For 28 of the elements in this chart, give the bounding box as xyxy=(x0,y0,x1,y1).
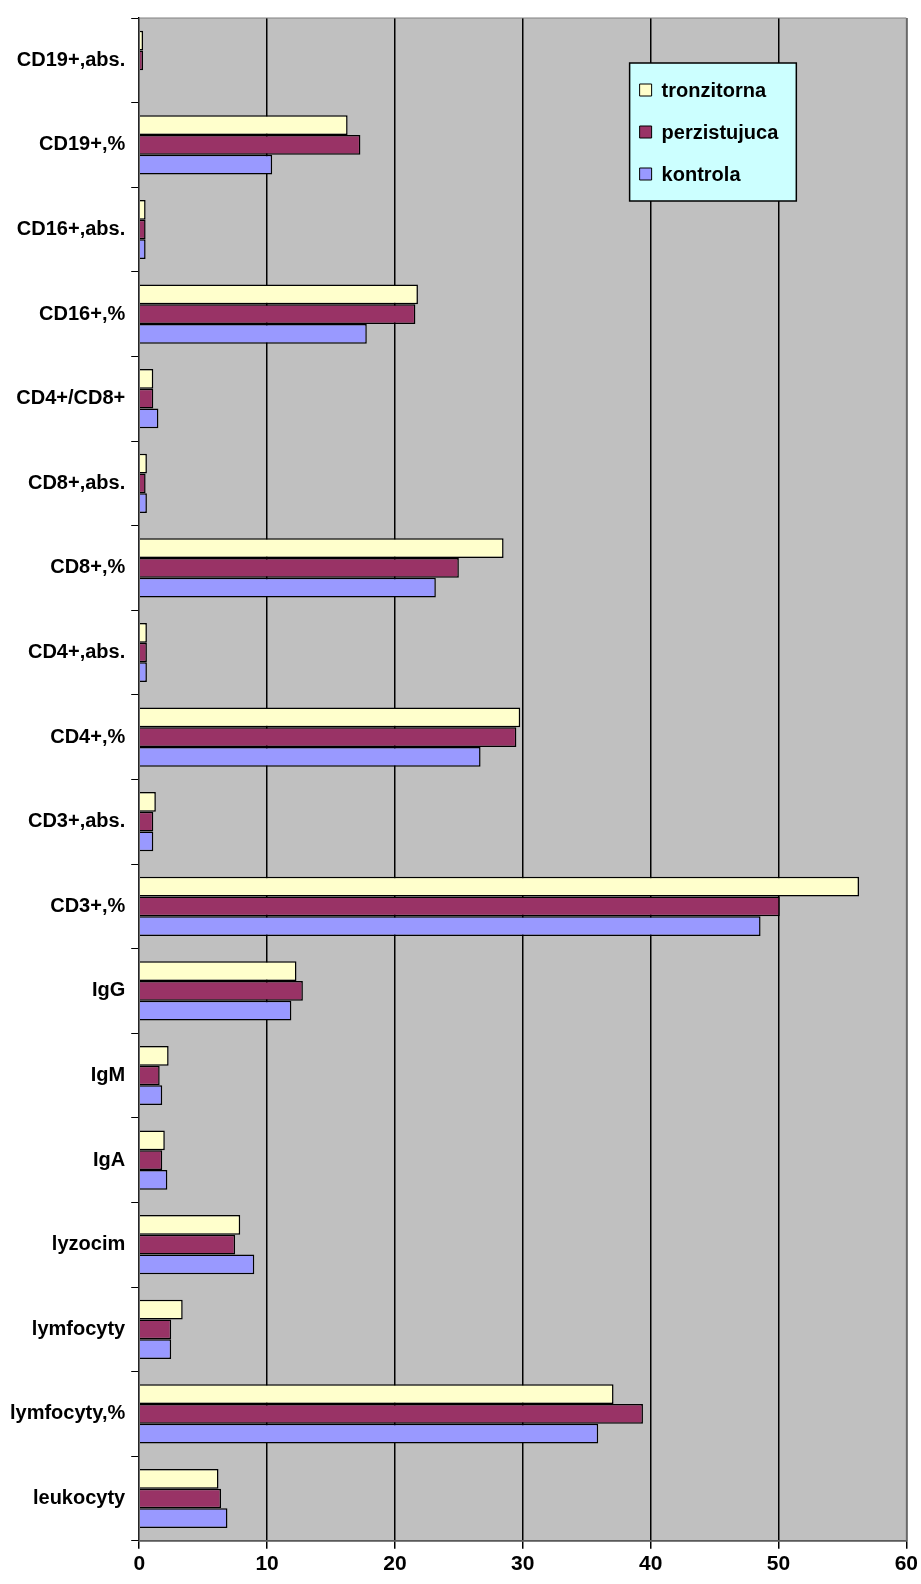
y-tick-label: CD16+,abs. xyxy=(16,217,126,240)
y-tick-label: IgM xyxy=(90,1063,126,1086)
y-tick-label: CD3+,abs. xyxy=(27,809,126,832)
legend-label: perzistujuca xyxy=(661,120,780,143)
y-tick-label: CD19+,% xyxy=(39,132,126,155)
x-tick-label: 20 xyxy=(383,1551,407,1575)
y-tick-label: CD8+,abs. xyxy=(27,470,126,493)
legend-label: kontrola xyxy=(661,162,742,185)
x-tick-label: 0 xyxy=(133,1551,146,1575)
y-tick-label: lymfocyty xyxy=(31,1316,127,1339)
y-tick-label: CD8+,% xyxy=(50,555,126,578)
x-tick-label: 40 xyxy=(638,1551,663,1575)
y-tick-label: IgA xyxy=(93,1147,126,1170)
y-tick-label: lymfocyty,% xyxy=(9,1401,126,1424)
y-tick-label: CD16+,% xyxy=(39,301,126,324)
y-tick-label: lyzocim xyxy=(51,1232,126,1255)
x-tick-label: 50 xyxy=(766,1551,791,1575)
y-tick-label: CD4+/CD8+ xyxy=(16,386,126,409)
y-tick-label: leukocyty xyxy=(32,1486,127,1509)
y-tick-label: CD19+,abs. xyxy=(16,47,126,70)
y-tick-label: CD3+,% xyxy=(50,893,126,916)
x-tick-label: 30 xyxy=(511,1551,535,1575)
x-tick-label: 10 xyxy=(255,1551,279,1575)
legend-label: tronzitorna xyxy=(661,78,767,101)
x-tick-label: 60 xyxy=(894,1551,918,1575)
y-tick-label: CD4+,abs. xyxy=(27,640,126,663)
y-tick-label: CD4+,% xyxy=(50,724,126,747)
y-tick-label: IgG xyxy=(91,978,126,1001)
